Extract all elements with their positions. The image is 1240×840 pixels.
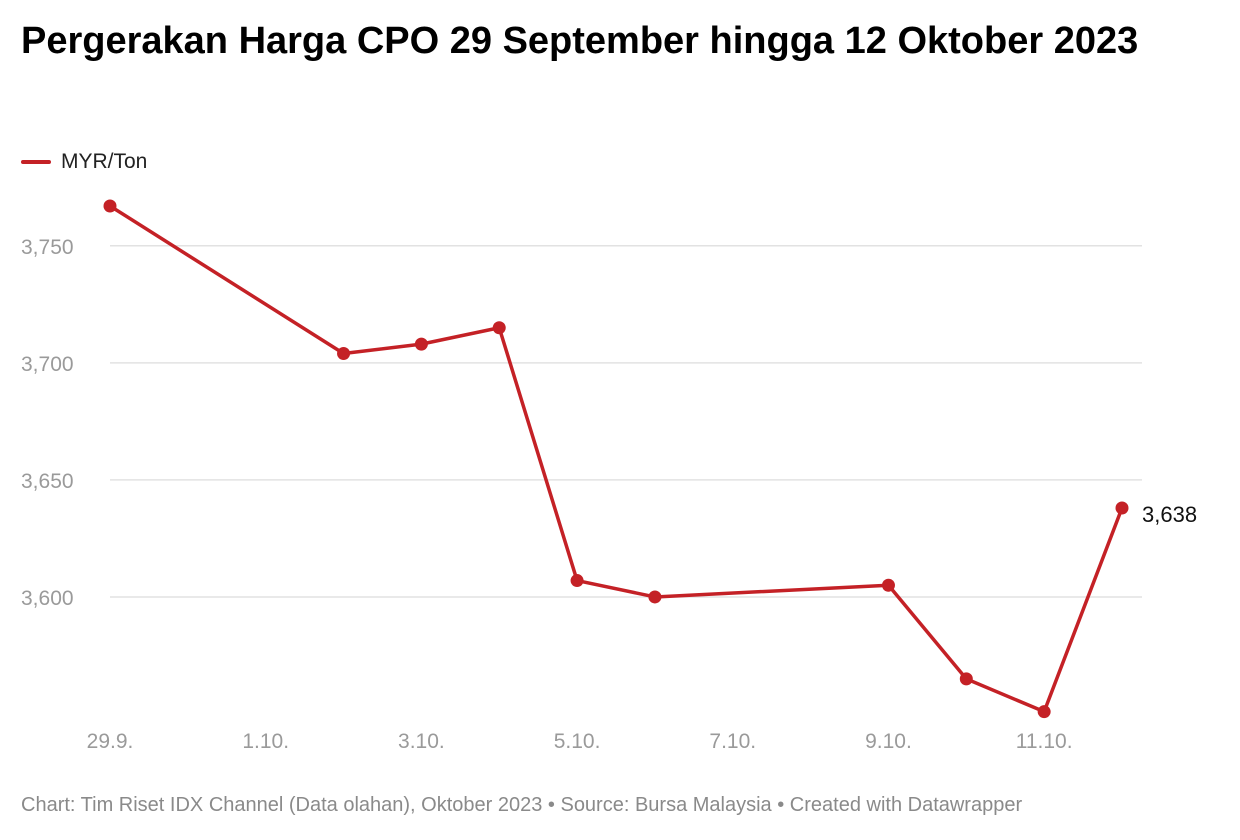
- x-tick-label: 9.10.: [865, 730, 912, 753]
- data-labels: 3,638: [1142, 502, 1197, 527]
- y-tick-label: 3,650: [21, 470, 74, 493]
- legend-swatch: [21, 160, 51, 164]
- grid-layer: [110, 245, 1142, 598]
- data-point: [414, 337, 428, 351]
- x-tick-label: 7.10.: [709, 730, 756, 753]
- legend: MYR/Ton: [21, 148, 147, 176]
- series-layer: [108, 204, 1124, 714]
- y-tick-label: 3,750: [21, 236, 74, 259]
- y-tick-label: 3,600: [21, 587, 74, 610]
- y-tick-label: 3,700: [21, 353, 74, 376]
- x-tick-label: 1.10.: [242, 730, 289, 753]
- series-line: [108, 204, 1124, 714]
- chart-title: Pergerakan Harga CPO 29 September hingga…: [21, 20, 1139, 62]
- data-point: [103, 199, 117, 213]
- end-value-label: 3,638: [1142, 502, 1197, 527]
- data-point: [959, 672, 973, 686]
- x-tick-label: 29.9.: [87, 730, 134, 753]
- data-point: [337, 346, 351, 360]
- data-points: [103, 199, 1129, 719]
- data-point: [648, 590, 662, 604]
- data-point: [881, 578, 895, 592]
- data-point: [570, 574, 584, 588]
- legend-label: MYR/Ton: [61, 150, 148, 173]
- data-point: [1037, 705, 1051, 719]
- x-tick-label: 11.10.: [1016, 730, 1073, 753]
- x-tick-label: 5.10.: [554, 730, 601, 753]
- chart-footer: Chart: Tim Riset IDX Channel (Data olaha…: [21, 794, 1023, 816]
- x-tick-labels: 29.9. 1.10. 3.10. 5.10. 7.10. 9.10. 11.10.: [87, 730, 1073, 753]
- y-tick-labels: 3,750 3,700 3,650 3,600: [21, 236, 74, 610]
- data-point: [1115, 501, 1129, 515]
- data-point: [492, 321, 506, 335]
- x-tick-label: 3.10.: [398, 730, 445, 753]
